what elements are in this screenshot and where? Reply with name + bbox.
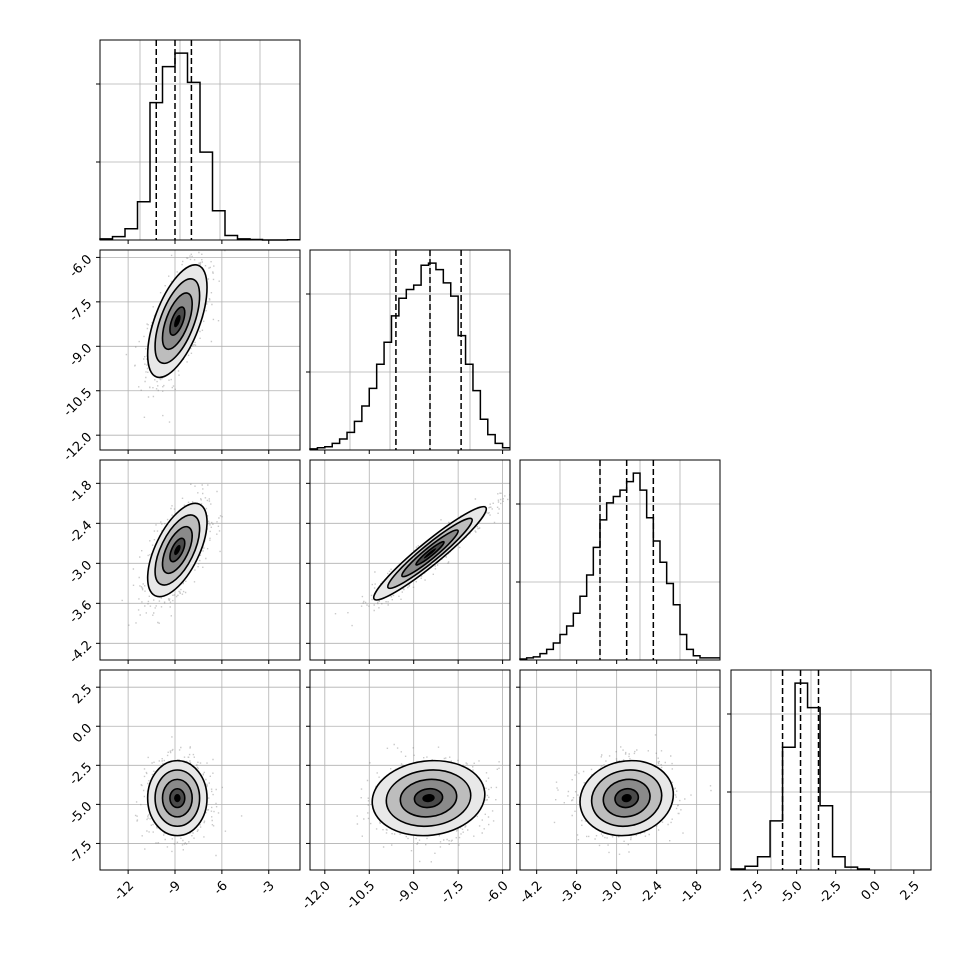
density-area: [100, 670, 300, 870]
density-area: [310, 460, 510, 660]
panel-frame: [309, 459, 511, 661]
density-peak: [174, 794, 181, 803]
density-p3-p2: [306, 459, 511, 664]
panel-frame: [309, 249, 511, 451]
density-p4-p2: -12.0 -10.5 -9.0 -7.5 -6.0: [299, 669, 512, 913]
histogram-steps: [309, 262, 510, 450]
density-area: [310, 670, 510, 870]
plot-layer: -6.0-7.5-9.0-10.5-12.0-1.8-2.4-3.0-3.6-4…: [61, 39, 932, 913]
panel-frame: [99, 669, 301, 871]
density-peak: [174, 314, 181, 328]
density-area: [100, 250, 300, 450]
hist-p1: [96, 39, 301, 244]
histogram-steps: [730, 682, 871, 870]
density-area: [520, 670, 720, 870]
density-p2-p1: [96, 249, 301, 454]
density-area: [100, 460, 300, 660]
panel-frame: [99, 39, 301, 241]
density-peak: [621, 794, 632, 803]
density-peak: [422, 793, 435, 803]
panel-frame: [309, 669, 511, 871]
hist-p3: [516, 459, 721, 664]
density-peak: [174, 544, 181, 556]
density-peak: [423, 548, 437, 559]
panel-frame: [519, 459, 721, 661]
panel-frame: [99, 249, 301, 451]
panel-frame: [730, 669, 932, 871]
density-p3-p1: [96, 459, 301, 664]
panel-frame: [519, 669, 721, 871]
panel-frame: [99, 459, 301, 661]
histogram-steps: [519, 472, 720, 660]
hist-p2: [306, 249, 511, 454]
